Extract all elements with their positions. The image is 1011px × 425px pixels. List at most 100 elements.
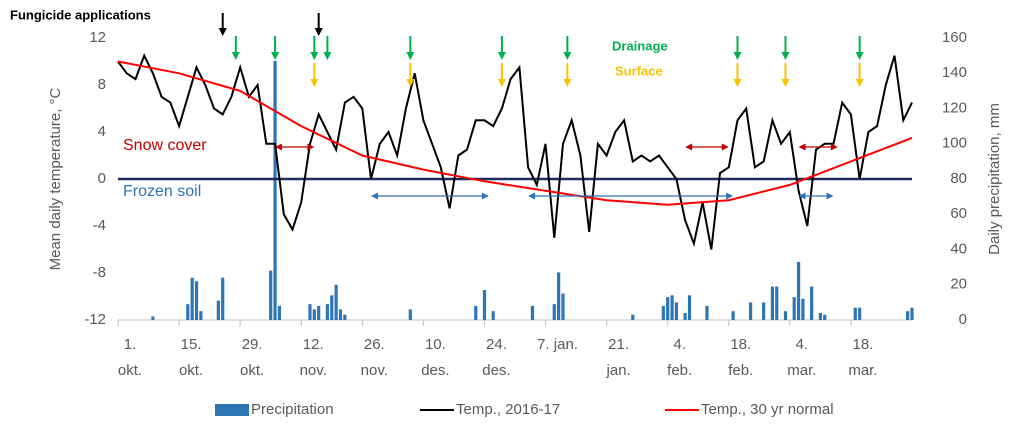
x-tick-label: 4.	[796, 336, 809, 353]
bar	[482, 290, 487, 320]
drainage-arrow	[271, 36, 280, 60]
bar	[823, 314, 827, 320]
range-head	[307, 143, 315, 151]
drainage-arrow	[733, 36, 742, 60]
y-tick-label: 4	[98, 123, 106, 140]
bar	[312, 309, 316, 320]
range-head	[275, 143, 283, 151]
x-tick-label: 18.	[852, 336, 873, 353]
y-tick-label: 8	[98, 76, 106, 93]
bar	[552, 304, 556, 320]
arrow-head	[855, 52, 864, 60]
line	[117, 53, 913, 250]
bar	[557, 272, 561, 320]
x-tick-label: 26.	[364, 336, 385, 353]
y-tick-label: -4	[93, 217, 106, 234]
snow_cover-range	[798, 143, 838, 151]
bar	[334, 284, 338, 320]
snow_cover-range	[685, 143, 729, 151]
y-tick-label: -8	[93, 264, 106, 281]
frozen-soil-label: Frozen soil	[123, 183, 201, 200]
range-head	[830, 143, 838, 151]
arrow-head	[406, 52, 415, 60]
x-tick-label: 12.	[303, 336, 324, 353]
drainage-arrow	[310, 36, 319, 60]
arrow-head	[781, 79, 790, 87]
frozen_soil-range	[371, 192, 489, 200]
bar	[792, 297, 796, 320]
range-head	[798, 143, 806, 151]
x-tick-label: mar.	[787, 362, 816, 379]
x-tick-label: mar.	[848, 362, 877, 379]
x-tick-label: 18.	[730, 336, 751, 353]
range-head	[481, 192, 489, 200]
bar	[330, 295, 334, 320]
arrow-head	[563, 79, 572, 87]
bar	[683, 312, 687, 320]
range-head	[685, 143, 693, 151]
legend-label: Temp., 2016-17	[456, 401, 560, 418]
bar	[408, 309, 412, 320]
bar	[631, 314, 635, 320]
bar	[858, 307, 862, 320]
surface-arrow	[733, 63, 742, 87]
drainage-arrow	[855, 36, 864, 60]
bar	[216, 300, 220, 320]
arrow-head	[733, 79, 742, 87]
surface-arrow	[406, 63, 415, 87]
bar	[687, 295, 692, 320]
bar	[661, 305, 665, 320]
y-tick-label: 0	[98, 170, 106, 187]
legend-label: Precipitation	[251, 401, 334, 418]
bar	[325, 304, 330, 320]
y2-tick-label: 0	[959, 311, 967, 328]
arrow-head	[406, 79, 415, 87]
bar	[783, 311, 788, 320]
drainage-label: Drainage	[612, 38, 668, 53]
bar	[801, 298, 805, 320]
x-tick-label: 29.	[242, 336, 263, 353]
drainage-arrow	[497, 36, 506, 60]
bar	[199, 311, 203, 320]
bar	[317, 305, 321, 320]
line	[117, 60, 913, 206]
bar	[186, 304, 190, 320]
arrow-head	[310, 52, 319, 60]
y2-tick-label: 40	[950, 240, 967, 257]
bar	[338, 309, 343, 320]
bar	[731, 311, 735, 320]
range-head	[721, 143, 729, 151]
bar	[748, 302, 753, 320]
y2-tick-label: 80	[950, 170, 967, 187]
x-tick-label: 10.	[425, 336, 446, 353]
arrow-head	[323, 52, 332, 60]
arrow-head	[781, 52, 790, 60]
x-tick-label: 1.	[124, 336, 137, 353]
y-tick-label: 12	[89, 29, 106, 46]
bar	[151, 316, 155, 320]
bar	[762, 302, 766, 320]
range-head	[826, 192, 834, 200]
drainage-arrow	[781, 36, 790, 60]
y2-axis-title: Daily precipitation, mm	[986, 103, 1003, 255]
bar	[474, 305, 478, 320]
bar	[910, 307, 914, 320]
x-tick-label: nov.	[361, 362, 388, 379]
y-axis-title: Mean daily temperature, °C	[47, 87, 64, 270]
legend-label: Temp., 30 yr normal	[701, 401, 834, 418]
surface-arrow	[781, 63, 790, 87]
bar	[277, 305, 282, 320]
x-tick-label: des.	[421, 362, 449, 379]
bar	[194, 281, 199, 320]
bar	[561, 293, 565, 320]
y2-tick-label: 140	[942, 64, 967, 81]
bar	[775, 286, 779, 320]
arrow-head	[497, 79, 506, 87]
legend-swatch	[215, 404, 249, 416]
bar	[770, 286, 774, 320]
surface-arrow	[855, 63, 864, 87]
bar	[810, 286, 814, 320]
drainage-arrow	[231, 36, 240, 60]
x-tick-label: nov.	[300, 362, 327, 379]
